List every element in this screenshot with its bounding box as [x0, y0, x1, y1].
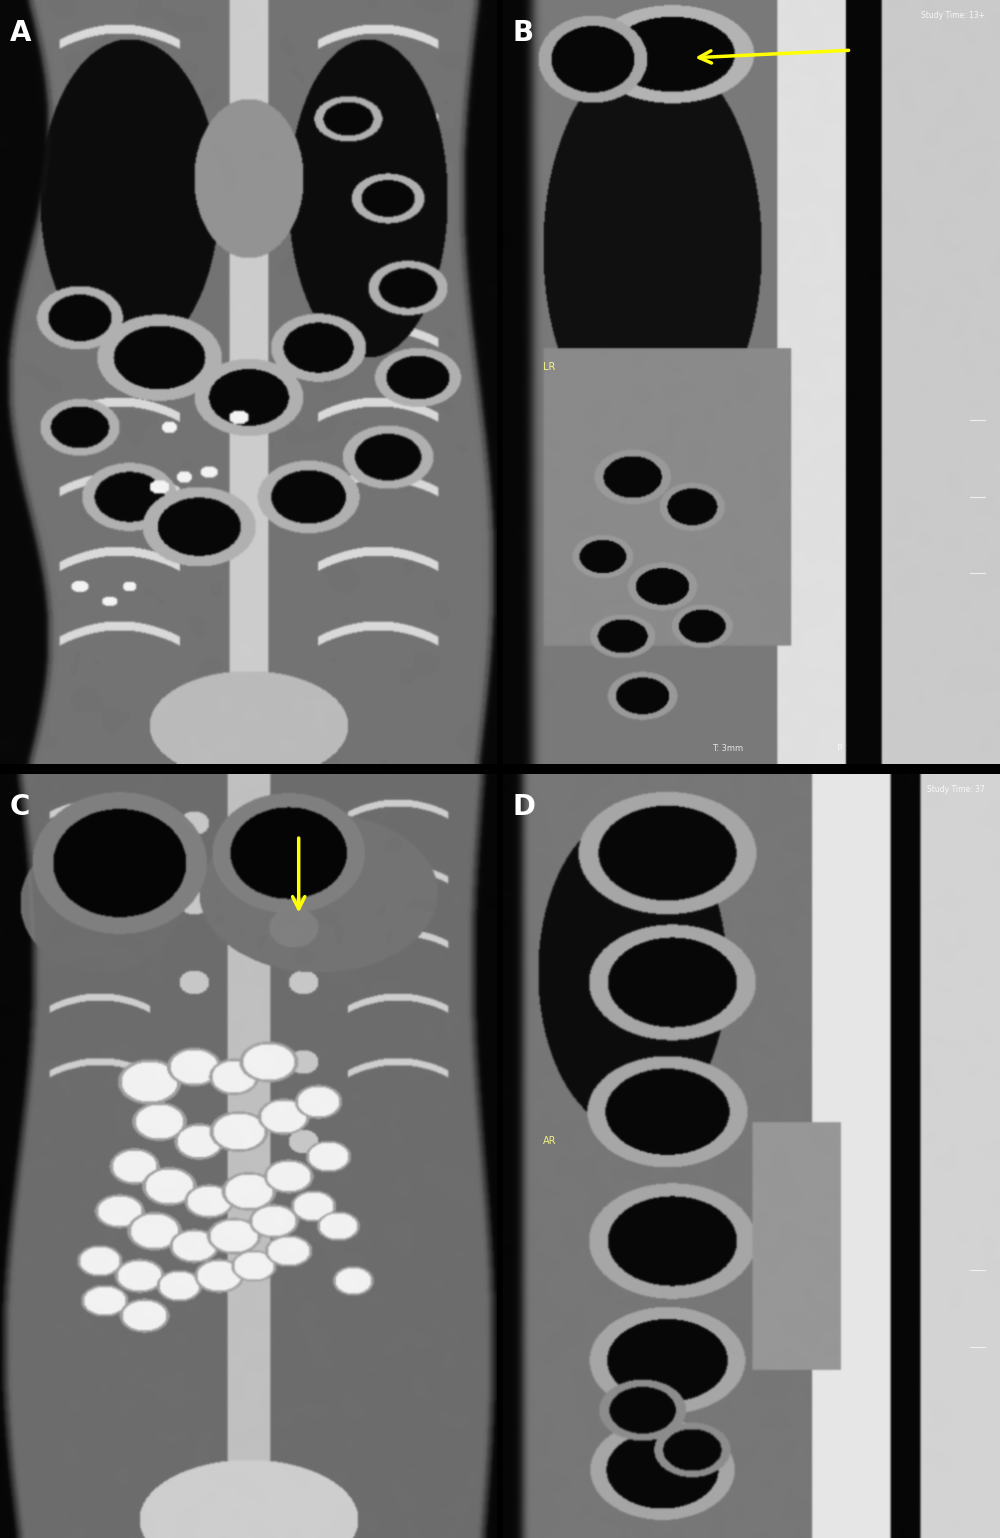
Text: P: P	[836, 744, 841, 754]
Text: D: D	[513, 792, 536, 821]
Text: Study Time: 37: Study Time: 37	[927, 784, 985, 794]
Text: Study Time: 13+: Study Time: 13+	[921, 11, 985, 20]
Text: A: A	[10, 18, 31, 48]
Text: B: B	[513, 18, 534, 48]
Text: AR: AR	[543, 1135, 556, 1146]
Text: C: C	[10, 792, 30, 821]
Text: T: 3mm: T: 3mm	[712, 744, 743, 754]
Text: LR: LR	[543, 361, 555, 372]
